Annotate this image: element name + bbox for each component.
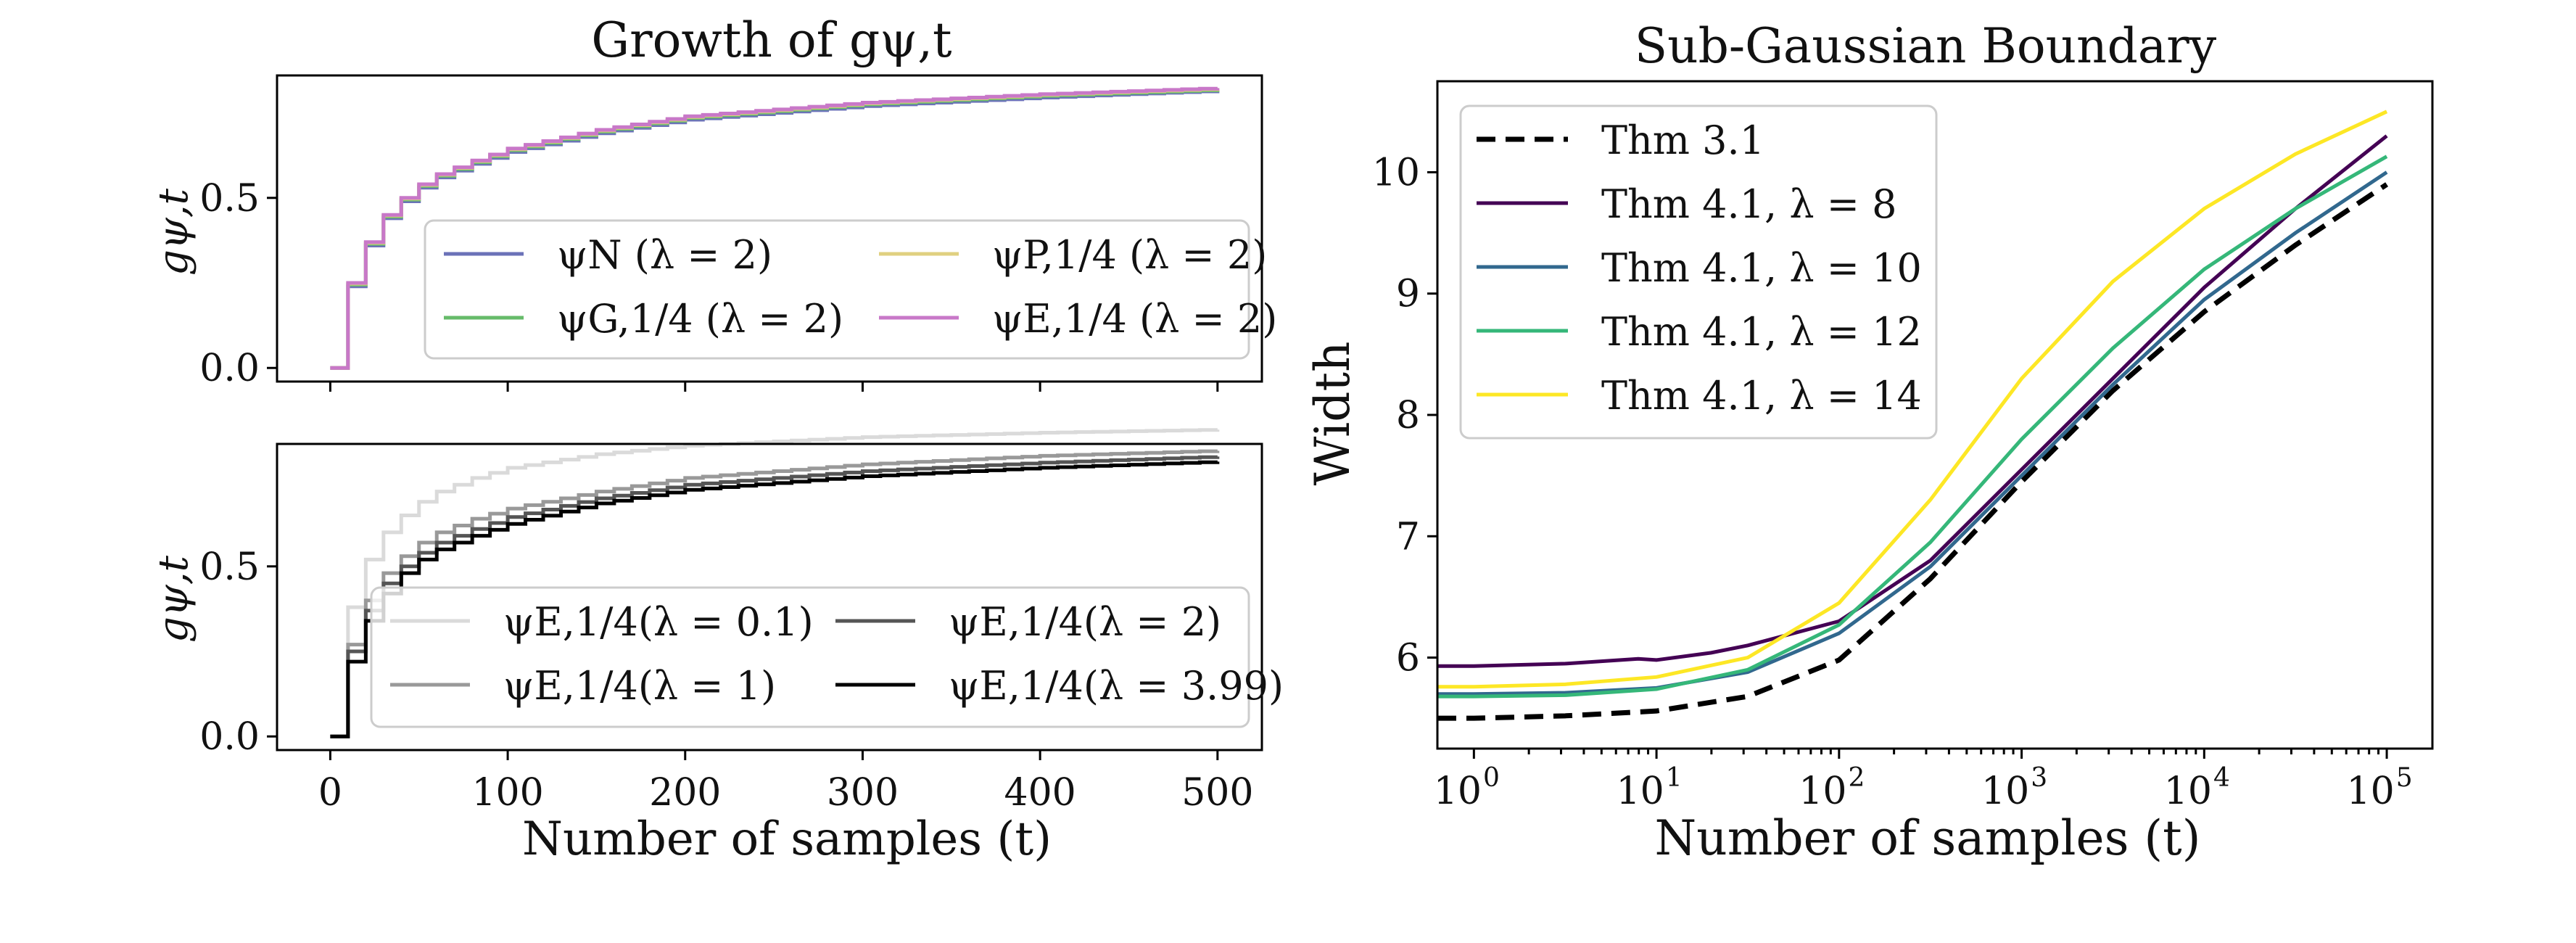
series-line: [330, 428, 1220, 738]
x-tick-label: 105: [2347, 763, 2413, 813]
series-line: [330, 449, 1220, 738]
series-line: [330, 460, 1220, 738]
y-tick-label: 7: [1396, 515, 1420, 559]
legend-label: Thm 4.1, λ = 10: [1601, 245, 1922, 291]
ticks-top-left: 0.0 0.5: [199, 177, 1219, 392]
y-tick-label: 0.5: [199, 545, 260, 589]
axes-frame-right: [1436, 80, 2434, 750]
x-axis-label-left: Number of samples (t): [522, 812, 1052, 866]
y-tick-label: 6: [1396, 637, 1420, 680]
chart-title-right: Sub-Gaussian Boundary: [1635, 18, 2217, 74]
x-tick-label: 100: [471, 771, 543, 815]
series-line: [1437, 134, 2388, 668]
x-tick-label: 102: [1799, 763, 1865, 813]
legend-label: ψE,1/4(λ = 2): [949, 599, 1221, 645]
series-line: [1437, 110, 2388, 689]
legend-box-bottom-left: [370, 586, 1250, 728]
plot-bottom-left: 0.00.50 100 200 300 400 500 ψE,1/4(λ = 0.1)ψE…: [199, 428, 1284, 815]
legend-label: ψE,1/4(λ = 0.1): [503, 599, 814, 645]
y-tick-label: 9: [1396, 273, 1420, 316]
legend-box-right: [1459, 104, 1938, 440]
legend-label: Thm 3.1: [1601, 118, 1764, 163]
y-axis-label-top: gψ,t: [150, 188, 197, 276]
legend-label: Thm 4.1, λ = 12: [1601, 309, 1922, 355]
legend-label: Thm 4.1, λ = 14: [1601, 373, 1922, 419]
y-axis-label-right: Width: [1305, 341, 1361, 485]
x-tick-label: 100: [1434, 763, 1500, 813]
axes-frame-bottom-left: [276, 442, 1263, 751]
legend-label: ψE,1/4(λ = 3.99): [949, 663, 1284, 709]
x-axis-label-right: Number of samples (t): [1655, 810, 2201, 866]
x-tick-label: 104: [2164, 763, 2230, 813]
y-tick-label: 0.0: [199, 715, 260, 759]
legend-box-top-left: [424, 219, 1250, 360]
x-tick-label: 0: [318, 771, 342, 815]
legend-label: ψN (λ = 2): [557, 232, 772, 278]
legend-label: ψE,1/4(λ = 1): [503, 663, 776, 709]
axes-frame-top-left: [276, 74, 1263, 383]
y-axis-label-bottom: gψ,t: [150, 555, 197, 643]
series-line: [330, 455, 1220, 738]
series-line: [1437, 182, 2388, 721]
y-tick-label: 0.5: [199, 177, 260, 221]
x-tick-label: 400: [1004, 771, 1076, 815]
x-tick-label: 500: [1181, 771, 1253, 815]
ticks-bottom-left: 0.0 0.5 0 100 200 300 400 500: [199, 545, 1253, 815]
series-lines-top-left: [330, 86, 1220, 370]
series-line: [1437, 155, 2388, 699]
legend-label: ψP,1/4 (λ = 2): [992, 232, 1267, 278]
legend-top-left: ψN (λ = 2) ψG,1/4 (λ = 2) ψP,1/4 (λ = 2) ψE…: [424, 219, 1277, 360]
x-tick-label: 300: [827, 771, 899, 815]
legend-label: ψE,1/4 (λ = 2): [992, 296, 1277, 342]
chart-title-left: Growth of gψ,t: [591, 12, 951, 68]
legend-right: Thm 3.1 Thm 4.1, λ = 8 Thm 4.1, λ = 10 Thm …: [1459, 104, 1938, 440]
legend-label: ψG,1/4 (λ = 2): [557, 296, 843, 342]
y-tick-label: 10: [1372, 151, 1420, 194]
x-tick-label: 200: [649, 771, 721, 815]
y-tick-label: 8: [1396, 394, 1420, 437]
series-lines-bottom-left: [330, 428, 1220, 738]
legend-label: Thm 4.1, λ = 8: [1601, 181, 1897, 227]
y-tick-label: 0.0: [199, 347, 260, 390]
plot-right: 6 7 8 9 10 100 101 102 103 104 105 Thm 3.1 Thm 4.1,…: [1372, 80, 2434, 813]
series-line: [330, 86, 1220, 370]
x-tick-label: 101: [1617, 763, 1683, 813]
series-lines-right: [1437, 110, 2388, 721]
legend-bottom-left: ψE,1/4(λ = 0.1) ψE,1/4(λ = 1) ψE,1/4(λ = 2…: [370, 586, 1284, 728]
plot-top-left: 0.0 0.5 ψN (λ = 2) ψG,1/4 (λ = 2) ψP,1/4 (λ…: [199, 74, 1277, 392]
x-tick-label: 103: [1981, 763, 2047, 813]
series-line: [1437, 170, 2388, 696]
